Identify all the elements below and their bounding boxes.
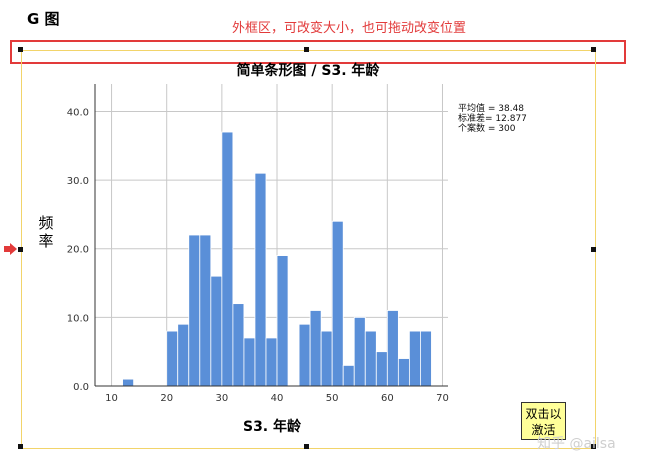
y-axis-label-char-2: 率 — [38, 232, 53, 250]
activate-button-line-2: 激活 — [531, 423, 556, 437]
resize-handle-bottom-middle[interactable] — [304, 444, 309, 449]
axes — [94, 84, 448, 387]
output-title: G 图 — [27, 10, 60, 28]
activate-button-line-1: 双击以 — [525, 407, 562, 421]
histogram-bar — [397, 358, 410, 387]
resize-handle-middle-right[interactable] — [591, 247, 596, 252]
histogram-bar — [122, 378, 135, 387]
histogram-bar — [210, 275, 223, 387]
histogram-bar — [364, 330, 377, 387]
y-tick-label: 20.0 — [67, 245, 89, 256]
activate-button[interactable]: 双击以 激活 — [521, 402, 566, 440]
histogram-bar — [276, 255, 289, 387]
histogram-bar — [221, 131, 234, 387]
chart-title: 简单条形图 / S3. 年龄 — [237, 62, 381, 79]
x-tick-label: 40 — [271, 393, 284, 404]
histogram-bar — [320, 330, 333, 387]
histogram-bar — [188, 234, 201, 387]
histogram-bar — [177, 323, 190, 387]
histogram-bar — [166, 330, 179, 387]
histogram-bar — [199, 234, 212, 387]
y-axis-label-char-1: 频 — [38, 214, 53, 232]
selection-arrow-icon — [4, 243, 17, 255]
annotation-box — [10, 40, 626, 64]
y-tick-label: 0.0 — [73, 382, 89, 393]
x-tick-label: 50 — [326, 393, 339, 404]
resize-handle-middle-left[interactable] — [18, 247, 23, 252]
y-tick-label: 40.0 — [67, 107, 89, 118]
histogram-bar — [375, 351, 388, 387]
histogram-bar — [353, 316, 366, 387]
annotation-text: 外框区，可改变大小，也可拖动改变位置 — [232, 21, 467, 36]
histogram-bar — [254, 172, 267, 387]
y-tick-label: 30.0 — [67, 176, 89, 187]
histogram-bar — [386, 310, 399, 387]
histogram-bar — [265, 337, 278, 387]
resize-handle-top-left[interactable] — [18, 47, 23, 52]
resize-handle-top-right[interactable] — [591, 47, 596, 52]
x-axis-label: S3. 年龄 — [243, 418, 302, 435]
histogram-bar — [232, 303, 245, 387]
stat-mean: 平均值 = 38.48 — [458, 104, 525, 114]
x-tick-label: 10 — [105, 393, 118, 404]
stats-box: 平均值 = 38.48 标准差= 12.877 个案数 = 300 — [458, 104, 527, 134]
histogram-bar — [309, 310, 322, 387]
y-tick-labels: 0.0 10.0 20.0 30.0 40.0 — [67, 107, 89, 393]
x-tick-label: 70 — [436, 393, 449, 404]
x-tick-label: 30 — [215, 393, 228, 404]
histogram-bar — [298, 323, 311, 387]
histogram-bar — [243, 337, 256, 387]
stat-std: 标准差= 12.877 — [458, 114, 527, 124]
histogram-bars — [122, 131, 432, 387]
resize-handle-bottom-left[interactable] — [18, 444, 23, 449]
stat-count: 个案数 = 300 — [458, 124, 516, 134]
histogram-bar — [408, 330, 421, 387]
x-tick-labels: 10 20 30 40 50 60 70 — [105, 393, 449, 404]
histogram-bar — [342, 365, 355, 387]
resize-handle-top-middle[interactable] — [304, 47, 309, 52]
histogram-bar — [331, 220, 344, 387]
resize-handle-bottom-right[interactable] — [591, 444, 596, 449]
watermark: 知乎 @ailsa — [537, 436, 616, 452]
x-tick-label: 60 — [381, 393, 394, 404]
y-tick-label: 10.0 — [67, 313, 89, 324]
x-tick-label: 20 — [160, 393, 173, 404]
histogram-bar — [420, 330, 432, 387]
